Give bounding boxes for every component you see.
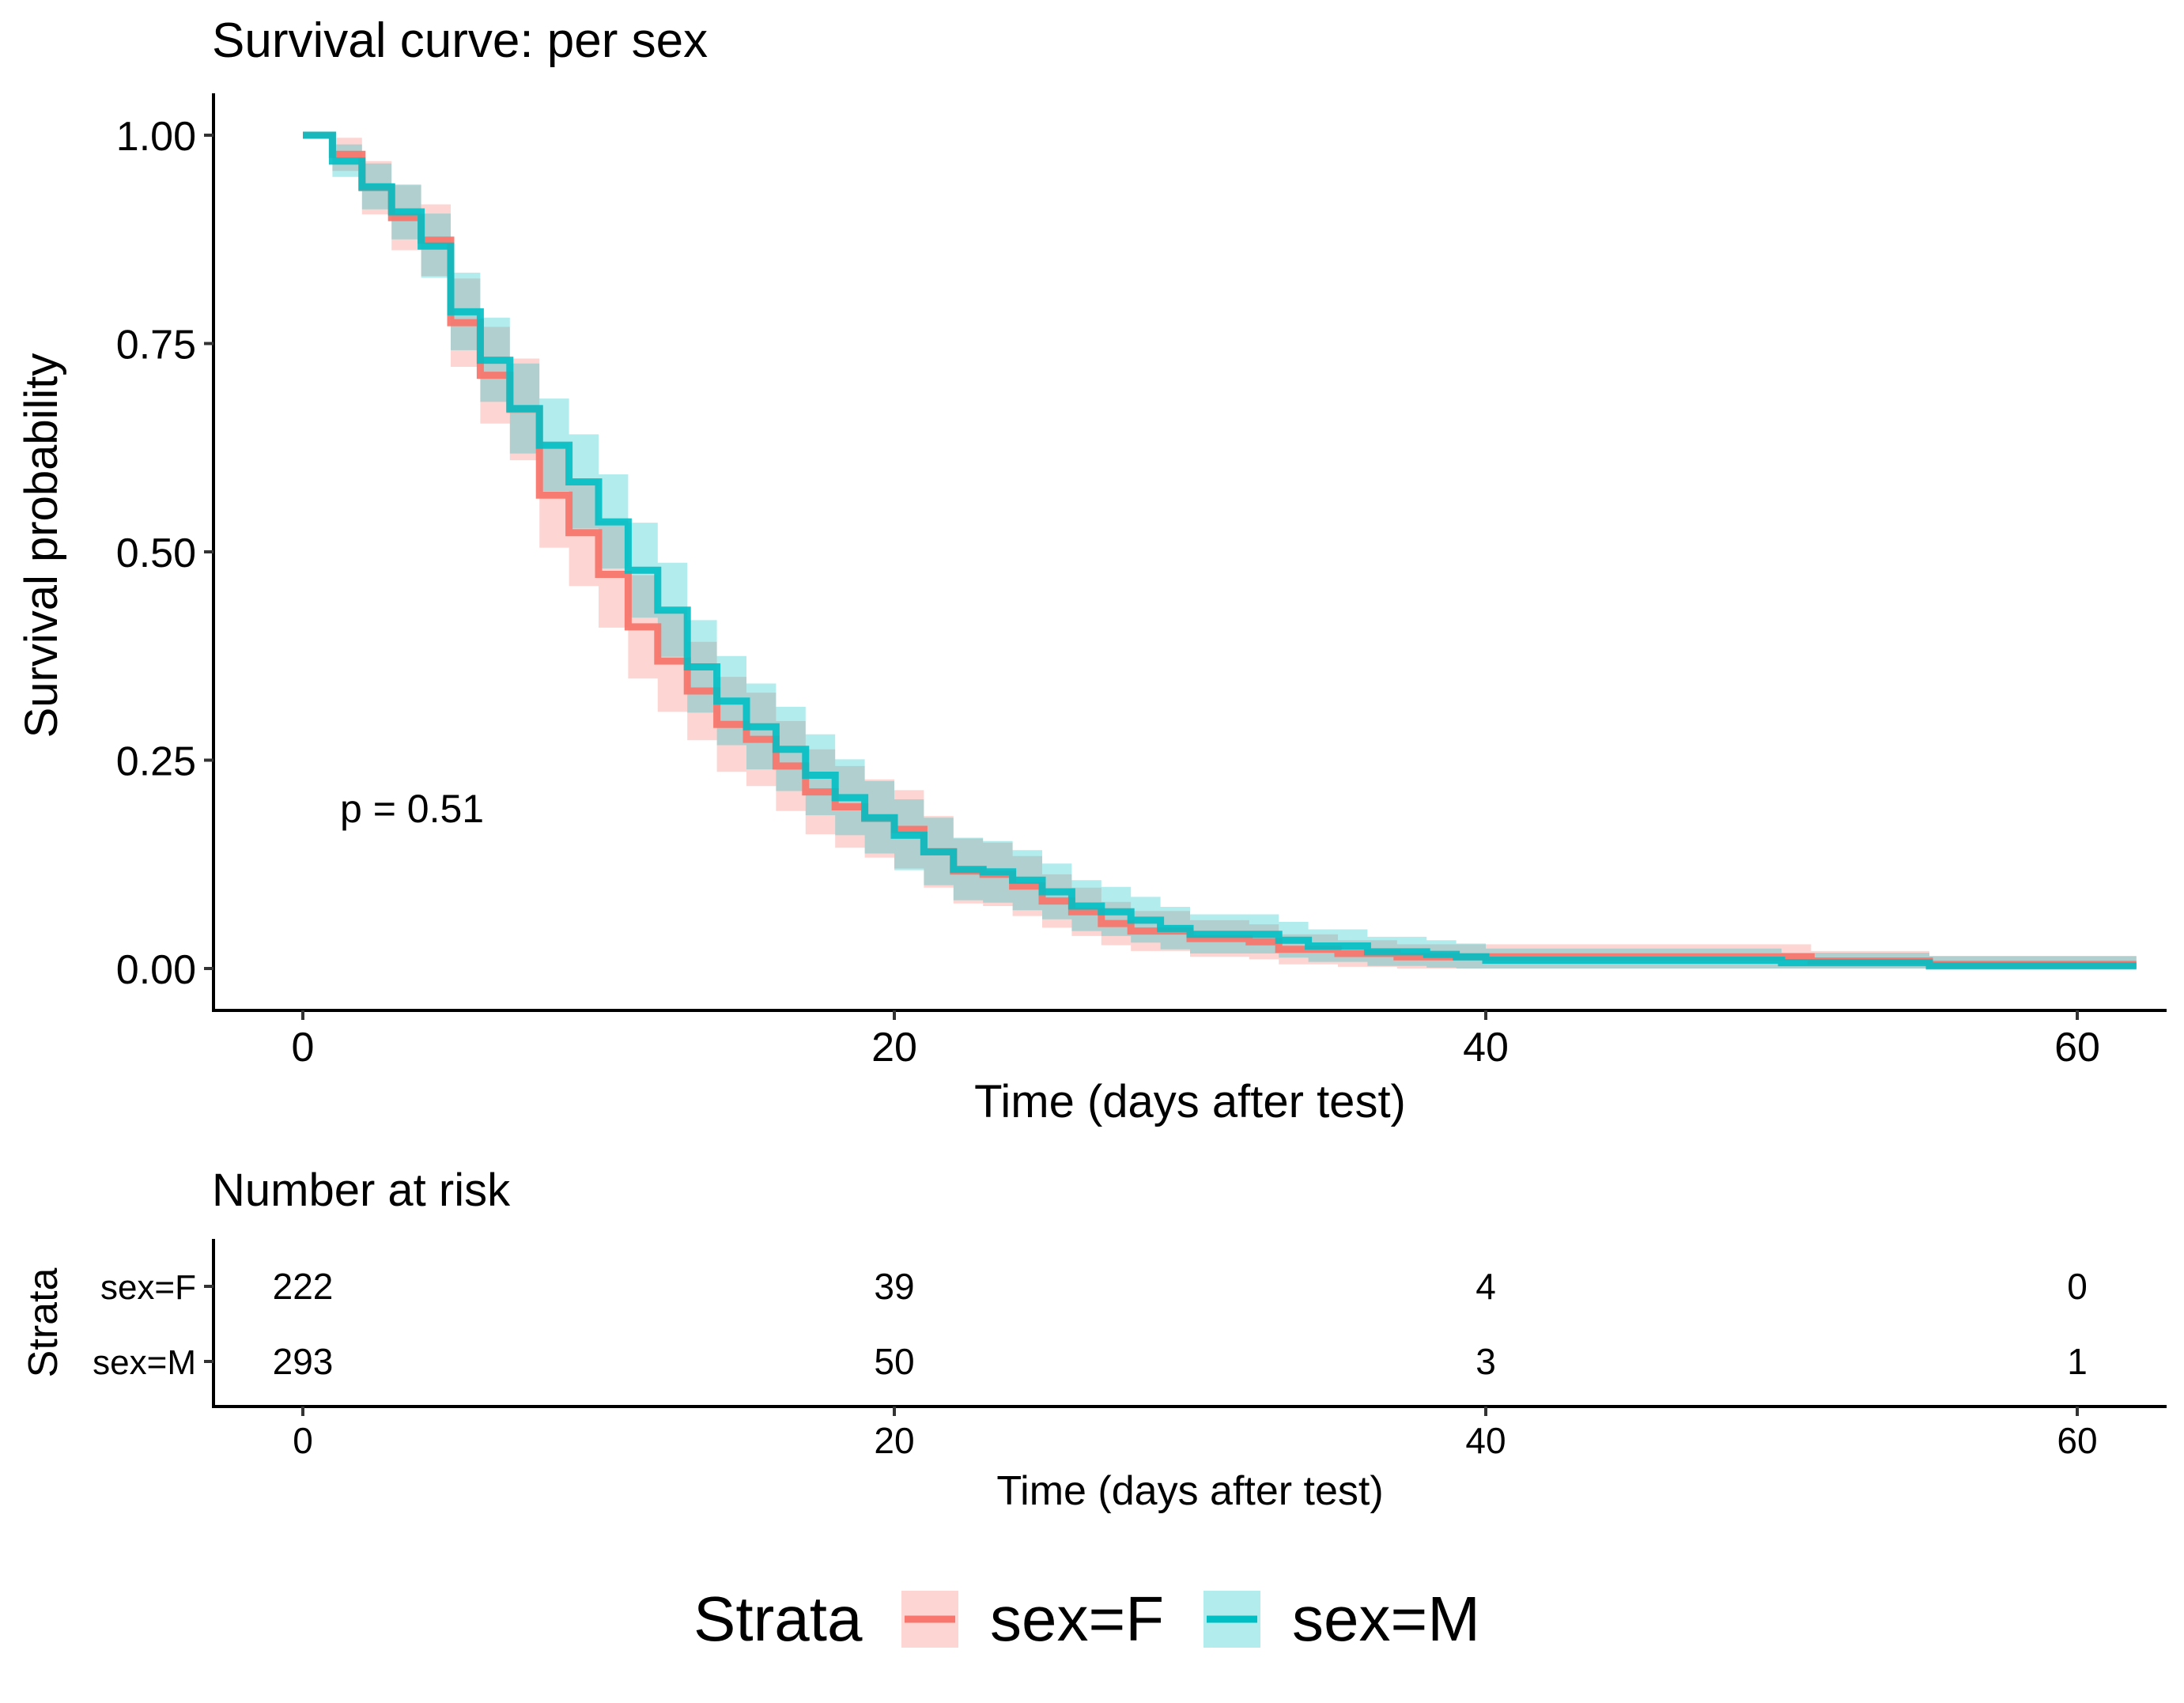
legend: Strata sex=F sex=M — [693, 1584, 1480, 1654]
risk-x-axis-ticks: 0 20 40 60 — [293, 1407, 2098, 1461]
y-axis-ticks: 0.00 0.25 0.50 0.75 1.00 — [116, 114, 213, 993]
risk-row-label: sex=F — [100, 1268, 196, 1307]
risk-count: 1 — [2067, 1341, 2088, 1382]
x-tick-label: 0 — [292, 1025, 315, 1071]
legend-item-label: sex=M — [1292, 1584, 1480, 1654]
y-axis-label: Survival probability — [16, 353, 67, 738]
confidence-band-f — [303, 135, 2137, 969]
survival-line-m — [303, 131, 2137, 970]
y-tick-label: 0.50 — [116, 531, 196, 576]
risk-count: 3 — [1476, 1341, 1496, 1382]
risk-x-tick-label: 60 — [2057, 1420, 2097, 1461]
risk-count: 39 — [874, 1266, 914, 1307]
y-tick-label: 1.00 — [116, 114, 196, 160]
risk-x-axis-label: Time (days after test) — [996, 1468, 1383, 1514]
y-tick-label: 0.75 — [116, 323, 196, 368]
y-tick-label: 0.00 — [116, 947, 196, 993]
confidence-band-m — [303, 135, 2137, 969]
risk-count: 293 — [273, 1341, 334, 1382]
survival-curves — [303, 131, 2137, 970]
risk-count: 4 — [1476, 1266, 1496, 1307]
p-value-annotation: p = 0.51 — [340, 787, 484, 831]
survival-line-f — [303, 131, 2137, 969]
x-tick-label: 40 — [1463, 1025, 1509, 1071]
risk-count: 222 — [273, 1266, 334, 1307]
x-axis-label: Time (days after test) — [974, 1076, 1406, 1127]
chart-title: Survival curve: per sex — [212, 13, 708, 68]
risk-count: 50 — [874, 1341, 914, 1382]
legend-item-label: sex=F — [990, 1584, 1164, 1654]
y-tick-label: 0.25 — [116, 739, 196, 785]
confidence-bands — [303, 135, 2137, 969]
x-tick-label: 60 — [2054, 1025, 2100, 1071]
x-tick-label: 20 — [871, 1025, 917, 1071]
legend-title: Strata — [693, 1584, 863, 1654]
risk-table-rows: sex=F 222 39 4 0 sex=M 293 50 3 1 — [93, 1266, 2088, 1382]
risk-x-tick-label: 20 — [874, 1420, 914, 1461]
risk-row-label: sex=M — [93, 1343, 196, 1382]
risk-x-tick-label: 0 — [293, 1420, 313, 1461]
risk-y-axis-label: Strata — [21, 1268, 66, 1378]
risk-table-title: Number at risk — [212, 1165, 511, 1216]
x-axis-ticks: 0 20 40 60 — [292, 1010, 2100, 1071]
risk-x-tick-label: 40 — [1465, 1420, 1506, 1461]
risk-count: 0 — [2067, 1266, 2088, 1307]
